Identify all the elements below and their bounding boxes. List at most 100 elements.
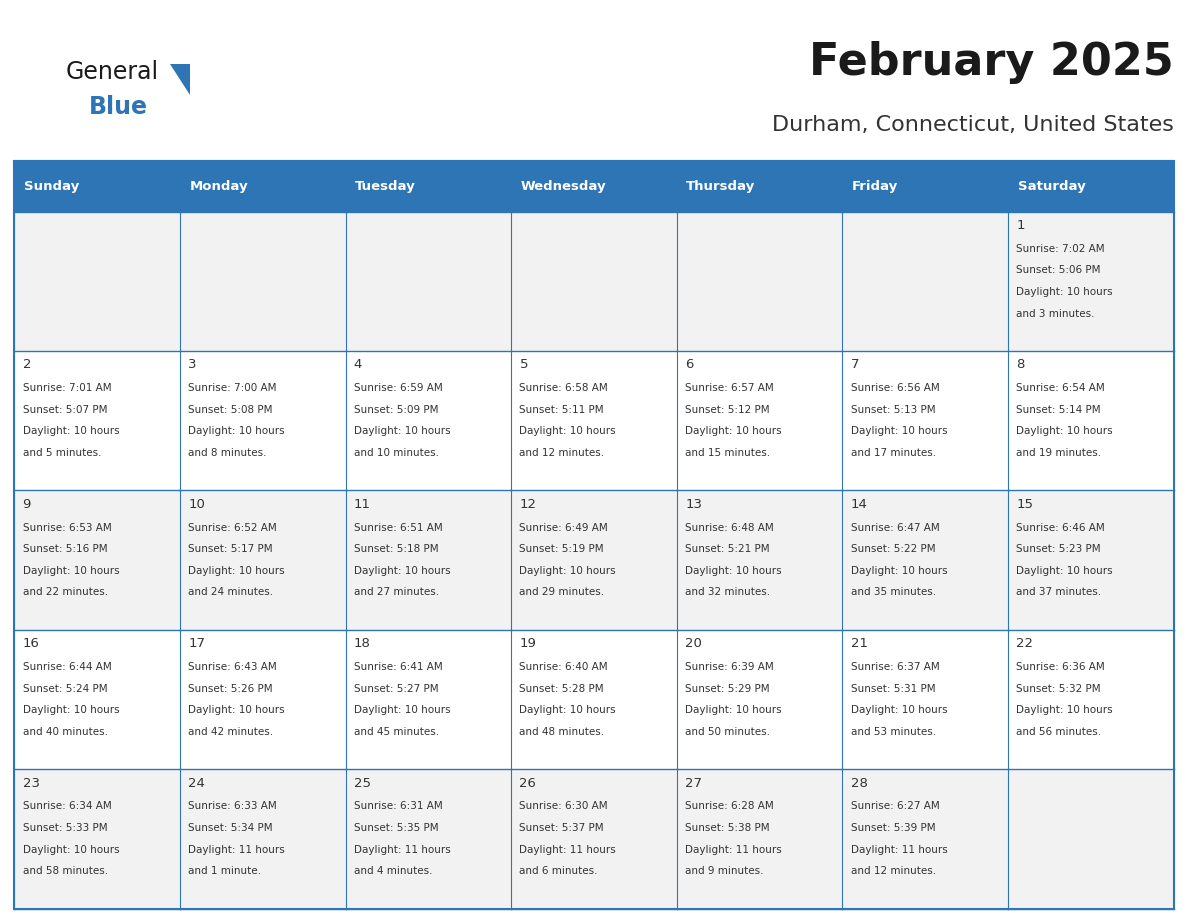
Bar: [179, 161, 346, 211]
Bar: [677, 769, 842, 909]
Text: Daylight: 10 hours: Daylight: 10 hours: [354, 565, 450, 576]
Text: 18: 18: [354, 637, 371, 650]
Text: Saturday: Saturday: [1018, 180, 1086, 193]
Text: 8: 8: [1017, 358, 1025, 371]
Bar: [511, 490, 677, 630]
Bar: [842, 211, 1009, 351]
Text: Sunrise: 6:51 AM: Sunrise: 6:51 AM: [354, 522, 443, 532]
Text: 24: 24: [188, 777, 206, 789]
Text: Sunrise: 6:36 AM: Sunrise: 6:36 AM: [1017, 662, 1105, 672]
Bar: [1009, 490, 1174, 630]
Text: Sunset: 5:16 PM: Sunset: 5:16 PM: [23, 544, 107, 554]
Bar: [511, 351, 677, 490]
Text: 1: 1: [1017, 218, 1025, 232]
Text: Friday: Friday: [852, 180, 898, 193]
Bar: [1009, 211, 1174, 351]
Text: and 53 minutes.: and 53 minutes.: [851, 727, 936, 737]
Text: Daylight: 10 hours: Daylight: 10 hours: [23, 565, 119, 576]
Text: Sunset: 5:37 PM: Sunset: 5:37 PM: [519, 823, 605, 834]
Text: and 17 minutes.: and 17 minutes.: [851, 448, 936, 458]
Text: Sunrise: 7:00 AM: Sunrise: 7:00 AM: [188, 383, 277, 393]
Text: Monday: Monday: [189, 180, 248, 193]
Text: and 1 minute.: and 1 minute.: [188, 867, 261, 877]
Text: Sunset: 5:35 PM: Sunset: 5:35 PM: [354, 823, 438, 834]
Text: Sunrise: 6:28 AM: Sunrise: 6:28 AM: [685, 801, 773, 812]
Text: and 27 minutes.: and 27 minutes.: [354, 588, 440, 598]
Text: and 35 minutes.: and 35 minutes.: [851, 588, 936, 598]
Bar: [842, 161, 1009, 211]
Bar: [346, 351, 511, 490]
Text: Sunset: 5:17 PM: Sunset: 5:17 PM: [188, 544, 273, 554]
Bar: [842, 630, 1009, 769]
Bar: [677, 630, 842, 769]
Text: Daylight: 11 hours: Daylight: 11 hours: [851, 845, 948, 855]
Text: Sunset: 5:12 PM: Sunset: 5:12 PM: [685, 405, 770, 415]
Bar: [179, 351, 346, 490]
Text: 14: 14: [851, 498, 867, 510]
Text: Sunrise: 6:44 AM: Sunrise: 6:44 AM: [23, 662, 112, 672]
Text: Daylight: 10 hours: Daylight: 10 hours: [1017, 287, 1113, 297]
Text: Daylight: 10 hours: Daylight: 10 hours: [1017, 426, 1113, 436]
Text: Sunrise: 6:33 AM: Sunrise: 6:33 AM: [188, 801, 277, 812]
Text: 19: 19: [519, 637, 536, 650]
Bar: [346, 161, 511, 211]
Text: Daylight: 10 hours: Daylight: 10 hours: [23, 426, 119, 436]
Text: 11: 11: [354, 498, 371, 510]
Text: and 50 minutes.: and 50 minutes.: [685, 727, 770, 737]
Text: Sunset: 5:26 PM: Sunset: 5:26 PM: [188, 684, 273, 694]
Bar: [511, 161, 677, 211]
Text: Sunrise: 6:41 AM: Sunrise: 6:41 AM: [354, 662, 443, 672]
Bar: [842, 769, 1009, 909]
Text: Sunrise: 6:47 AM: Sunrise: 6:47 AM: [851, 522, 940, 532]
Text: 10: 10: [188, 498, 206, 510]
Bar: [346, 630, 511, 769]
Bar: [346, 211, 511, 351]
Text: Sunset: 5:24 PM: Sunset: 5:24 PM: [23, 684, 107, 694]
Text: and 45 minutes.: and 45 minutes.: [354, 727, 440, 737]
Text: Sunset: 5:09 PM: Sunset: 5:09 PM: [354, 405, 438, 415]
Text: Sunrise: 7:01 AM: Sunrise: 7:01 AM: [23, 383, 112, 393]
Text: and 56 minutes.: and 56 minutes.: [1017, 727, 1101, 737]
Polygon shape: [170, 64, 190, 95]
Text: Sunrise: 6:54 AM: Sunrise: 6:54 AM: [1017, 383, 1105, 393]
Text: Sunrise: 6:52 AM: Sunrise: 6:52 AM: [188, 522, 277, 532]
Text: 27: 27: [685, 777, 702, 789]
Text: Sunrise: 6:39 AM: Sunrise: 6:39 AM: [685, 662, 773, 672]
Bar: [842, 490, 1009, 630]
Bar: [677, 490, 842, 630]
Text: Daylight: 11 hours: Daylight: 11 hours: [188, 845, 285, 855]
Text: Daylight: 10 hours: Daylight: 10 hours: [685, 705, 782, 715]
Bar: [511, 630, 677, 769]
Text: Daylight: 11 hours: Daylight: 11 hours: [685, 845, 782, 855]
Text: Sunrise: 6:27 AM: Sunrise: 6:27 AM: [851, 801, 940, 812]
Text: Sunrise: 6:59 AM: Sunrise: 6:59 AM: [354, 383, 443, 393]
Text: 16: 16: [23, 637, 39, 650]
Text: and 15 minutes.: and 15 minutes.: [685, 448, 770, 458]
Text: Sunset: 5:39 PM: Sunset: 5:39 PM: [851, 823, 935, 834]
Bar: [1009, 351, 1174, 490]
Text: Daylight: 10 hours: Daylight: 10 hours: [519, 705, 617, 715]
Text: Sunrise: 6:46 AM: Sunrise: 6:46 AM: [1017, 522, 1105, 532]
Text: Sunrise: 6:57 AM: Sunrise: 6:57 AM: [685, 383, 773, 393]
Bar: [346, 769, 511, 909]
Bar: [842, 351, 1009, 490]
Text: Sunrise: 6:43 AM: Sunrise: 6:43 AM: [188, 662, 277, 672]
Text: and 29 minutes.: and 29 minutes.: [519, 588, 605, 598]
Text: and 32 minutes.: and 32 minutes.: [685, 588, 770, 598]
Text: Sunset: 5:13 PM: Sunset: 5:13 PM: [851, 405, 935, 415]
Text: Daylight: 10 hours: Daylight: 10 hours: [851, 705, 947, 715]
Text: and 3 minutes.: and 3 minutes.: [1017, 308, 1095, 319]
Bar: [14, 161, 179, 211]
Text: Sunset: 5:23 PM: Sunset: 5:23 PM: [1017, 544, 1101, 554]
Text: and 5 minutes.: and 5 minutes.: [23, 448, 101, 458]
Text: 3: 3: [188, 358, 197, 371]
Text: Sunset: 5:33 PM: Sunset: 5:33 PM: [23, 823, 107, 834]
Text: and 37 minutes.: and 37 minutes.: [1017, 588, 1101, 598]
Text: Daylight: 10 hours: Daylight: 10 hours: [188, 426, 285, 436]
Text: Sunrise: 6:58 AM: Sunrise: 6:58 AM: [519, 383, 608, 393]
Text: Sunset: 5:27 PM: Sunset: 5:27 PM: [354, 684, 438, 694]
Text: Sunset: 5:34 PM: Sunset: 5:34 PM: [188, 823, 273, 834]
Bar: [1009, 769, 1174, 909]
Text: 6: 6: [685, 358, 694, 371]
Bar: [179, 490, 346, 630]
